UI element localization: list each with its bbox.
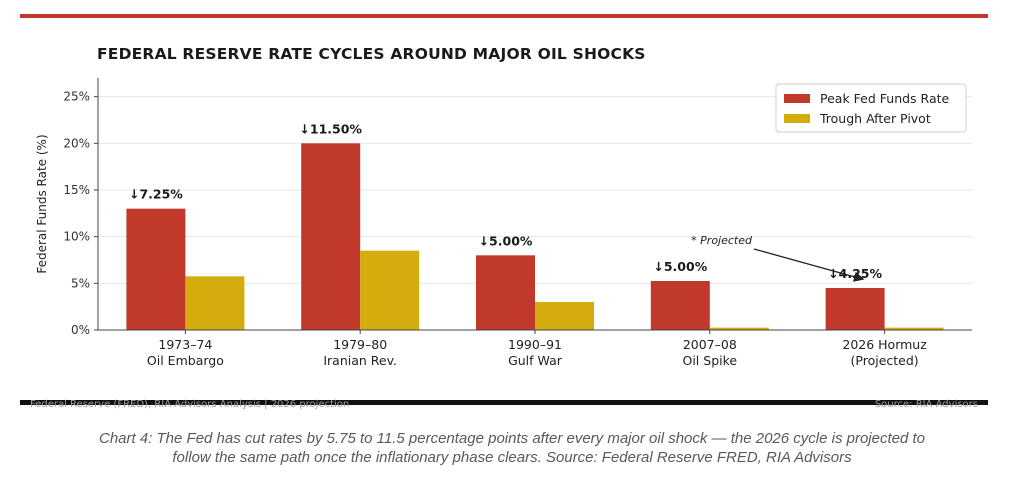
x-tick-label: 1990–91 (508, 337, 562, 352)
y-tick-label: 15% (63, 183, 90, 197)
y-tick-label: 0% (71, 323, 90, 337)
footer-source-left: Federal Reserve (FRED), RIA Advisors Ana… (30, 399, 350, 410)
legend-swatch-trough (784, 114, 810, 123)
y-tick-label: 20% (63, 136, 90, 150)
chart-title: FEDERAL RESERVE RATE CYCLES AROUND MAJOR… (97, 45, 646, 63)
bar-peak-rate (476, 255, 535, 330)
x-tick-label: 2026 Hormuz (842, 337, 927, 352)
x-tick-label: Iranian Rev. (323, 353, 397, 368)
x-tick-label: 1973–74 (158, 337, 212, 352)
bar-trough-rate (360, 250, 420, 330)
bar-trough-rate (709, 327, 769, 330)
bar-trough-rate (535, 302, 594, 330)
chart-caption: Chart 4: The Fed has cut rates by 5.75 t… (0, 429, 1024, 467)
y-tick-label: 25% (63, 90, 90, 104)
footer-source-right: Source: RIA Advisors (874, 399, 978, 410)
bar-chart: ↓7.25% ↓11.50% ↓5.00% ↓5.00% ↓4.25% 0% 5% 10% 1… (35, 78, 972, 368)
y-tick-label: 5% (71, 276, 90, 290)
bar-peak-rate (126, 208, 186, 330)
x-tick-label: Oil Spike (683, 353, 738, 368)
axes: 0% 5% 10% 15% 20% 25% Federal Funds Rate (%) 19… (35, 78, 972, 368)
bar-peak-rate (650, 281, 710, 330)
x-tick-label: 2007–08 (683, 337, 737, 352)
bottom-rule (20, 400, 988, 405)
x-tick-label: (Projected) (851, 353, 919, 368)
legend-label: Trough After Pivot (819, 111, 931, 126)
bar-value-label: ↓11.50% (299, 121, 362, 136)
y-axis-label: Federal Funds Rate (%) (35, 134, 49, 273)
annotation-label: * Projected (691, 234, 753, 247)
bar-trough-rate (185, 276, 245, 330)
x-tick-label: Oil Embargo (147, 353, 224, 368)
bar-peak-rate (825, 288, 885, 330)
bar-value-label: ↓5.00% (479, 233, 533, 248)
bar-value-label: ↓4.25% (828, 266, 882, 281)
annotations: * Projected (691, 234, 865, 282)
caption-line-2: follow the same path once the inflationa… (172, 449, 852, 466)
bar-value-label: ↓7.25% (129, 187, 183, 202)
legend-swatch-peak (784, 94, 810, 103)
bar-trough-rate (884, 327, 944, 330)
legend-label: Peak Fed Funds Rate (820, 91, 950, 106)
y-tick-label: 10% (63, 230, 90, 244)
x-tick-label: Gulf War (508, 353, 563, 368)
bar-peak-rate (301, 143, 361, 330)
legend-box (775, 83, 967, 133)
bar-value-label: ↓5.00% (653, 259, 707, 274)
legend: Peak Fed Funds Rate Trough After Pivot (775, 83, 967, 133)
caption-line-1: Chart 4: The Fed has cut rates by 5.75 t… (99, 430, 925, 447)
top-accent-rule (20, 14, 988, 18)
annotation-arrow (753, 248, 865, 282)
bars (126, 143, 944, 330)
x-tick-label: 1979–80 (333, 337, 387, 352)
